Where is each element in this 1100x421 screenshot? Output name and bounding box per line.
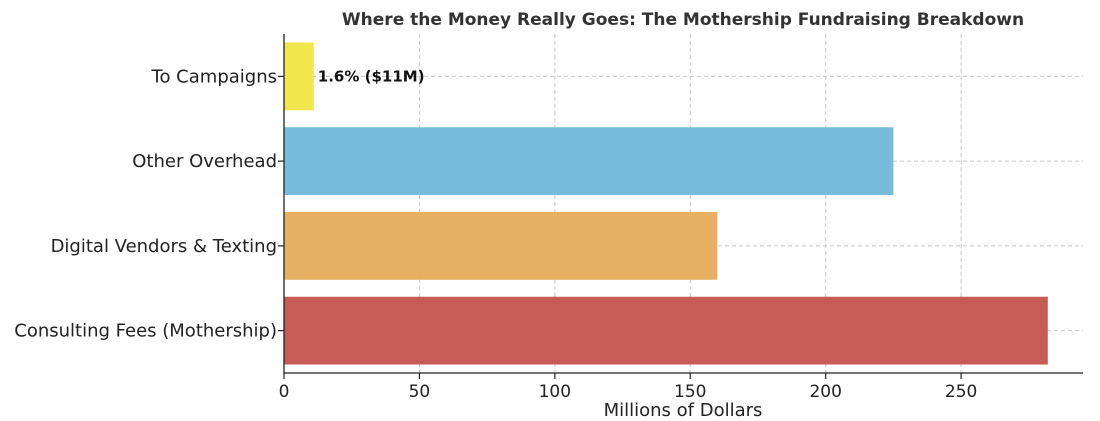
x-tick-label: 100: [539, 382, 571, 402]
category-label: Other Overhead: [132, 151, 277, 172]
x-tick-label: 250: [945, 382, 977, 402]
bar-annotation: 1.6% ($11M): [318, 67, 425, 85]
bar-consulting-fees-mothership: [284, 296, 1048, 365]
x-axis-ticks: 0 50 100 150 200 250: [278, 75, 977, 402]
x-tick-label: 200: [809, 382, 841, 402]
bars: [284, 42, 1048, 365]
category-label: To Campaigns: [151, 66, 277, 87]
x-axis-title: Millions of Dollars: [604, 400, 763, 421]
x-tick-label: 50: [409, 382, 431, 402]
category-label: Consulting Fees (Mothership): [14, 321, 277, 342]
category-labels: Consulting Fees (Mothership) Digital Vend…: [14, 66, 277, 341]
x-tick-label: 0: [279, 382, 290, 402]
bar-to-campaigns: [284, 42, 314, 111]
bar-other-overhead: [284, 127, 894, 196]
chart-title: Where the Money Really Goes: The Mothers…: [342, 10, 1024, 30]
category-label: Digital Vendors & Texting: [51, 236, 277, 257]
x-tick-label: 150: [674, 382, 706, 402]
annotations: 1.6% ($11M): [318, 67, 425, 85]
bar-digital-vendors-texting: [284, 211, 718, 280]
